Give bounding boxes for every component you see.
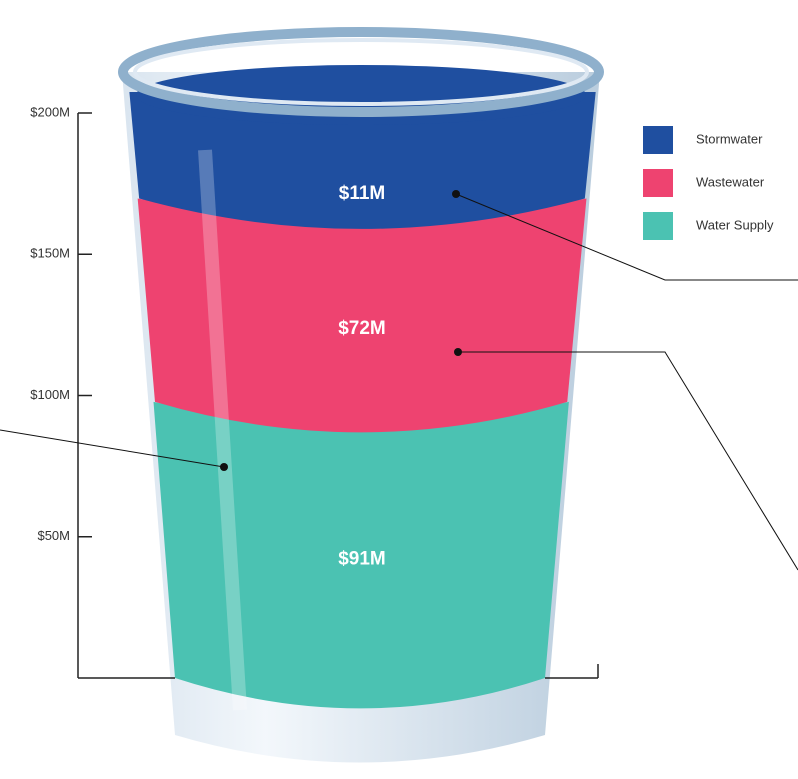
segment (129, 92, 596, 229)
liquid (129, 65, 596, 709)
callout (0, 429, 225, 468)
legend-label: Stormwater (696, 131, 763, 146)
legend-swatch (643, 169, 673, 197)
segment (153, 401, 569, 709)
legend-label: Water Supply (696, 217, 774, 232)
y-tick-label: $100M (30, 387, 70, 402)
value-label: $91M (338, 548, 386, 569)
callout-dot (220, 463, 228, 471)
glass-rim-inner (133, 38, 589, 106)
y-tick-label: $150M (30, 246, 70, 261)
segment (137, 198, 587, 433)
callout-dot (454, 348, 462, 356)
value-label: $11M (339, 183, 385, 204)
callout-dot (452, 190, 460, 198)
legend-swatch (643, 126, 673, 154)
legend-swatch (643, 212, 673, 240)
legend-label: Wastewater (696, 174, 765, 189)
glass-rim (118, 27, 604, 117)
glass-shine (198, 149, 247, 711)
y-tick-label: $200M (30, 104, 70, 119)
callout (455, 193, 798, 281)
callout (458, 351, 798, 571)
y-tick-label: $50M (37, 528, 70, 543)
value-label: $72M (338, 318, 386, 339)
